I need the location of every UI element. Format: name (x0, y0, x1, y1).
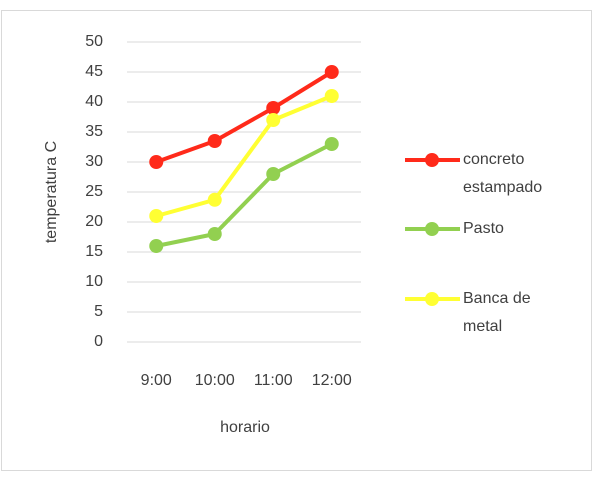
x-tick-label: 10:00 (195, 372, 235, 389)
legend-marker (425, 222, 439, 236)
y-tick-label: 0 (94, 333, 103, 350)
data-point (266, 113, 281, 127)
y-tick-label: 10 (85, 273, 103, 290)
data-point (324, 137, 339, 151)
series-line (155, 142, 333, 248)
data-point (266, 167, 281, 181)
chart-border (1, 10, 592, 471)
legend-label: Banca de metal (463, 290, 531, 335)
data-point (324, 89, 339, 103)
legend-label: concreto estampado (463, 151, 543, 196)
y-axis-label: temperatura C (43, 141, 60, 243)
data-point (149, 239, 164, 253)
y-tick-label: 40 (85, 93, 103, 110)
data-point (207, 227, 222, 241)
legend-marker (425, 292, 439, 306)
y-tick-label: 35 (85, 123, 103, 140)
data-point (324, 65, 339, 79)
x-tick-label: 11:00 (254, 372, 293, 389)
series-line (155, 70, 333, 164)
y-tick-label: 5 (94, 303, 103, 320)
y-tick-label: 20 (85, 213, 103, 230)
x-tick-label: 9:00 (141, 372, 172, 389)
legend-marker (425, 153, 439, 167)
data-point (149, 155, 164, 169)
y-tick-label: 50 (85, 33, 103, 50)
legend-label: Pasto (463, 220, 504, 237)
x-axis-label: horario (220, 419, 270, 436)
y-tick-label: 15 (85, 243, 103, 260)
y-tick-label: 25 (85, 183, 103, 200)
series-line (155, 94, 333, 218)
y-tick-label: 30 (85, 153, 103, 170)
data-point (266, 101, 281, 115)
x-tick-label: 12:00 (312, 372, 352, 389)
data-point (207, 134, 222, 148)
data-point (207, 192, 222, 207)
y-tick-label: 45 (85, 63, 103, 80)
data-point (149, 209, 164, 223)
